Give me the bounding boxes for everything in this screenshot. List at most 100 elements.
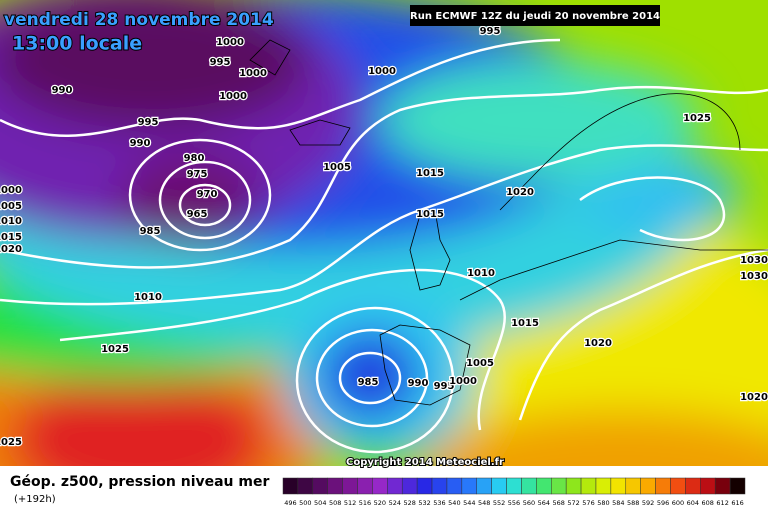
isobar-label: 995	[480, 26, 501, 37]
isobar-label: 1000	[449, 376, 477, 387]
isobar-label: 1015	[0, 232, 22, 243]
legend-title: Géop. z500, pression niveau mer	[10, 474, 269, 490]
scale-swatch	[446, 477, 463, 495]
isobar-label: 990	[130, 138, 151, 149]
isobar-label: 1000	[216, 37, 244, 48]
scale-swatch	[565, 477, 582, 495]
isobar-label: 1000	[239, 68, 267, 79]
scale-swatch	[416, 477, 433, 495]
scale-swatch	[655, 477, 671, 495]
scale-label: 576	[582, 499, 594, 507]
isobar-label: 1010	[134, 292, 162, 303]
scale-swatch	[357, 477, 373, 495]
scale-swatch	[700, 477, 716, 495]
scale-label: 612	[716, 499, 728, 507]
isobar-label: 995	[138, 117, 159, 128]
scale-swatch	[491, 477, 507, 495]
isobar-label: 995	[434, 381, 455, 392]
isobar-label: 1005	[466, 358, 494, 369]
scale-swatch	[401, 477, 418, 495]
scale-label: 544	[463, 499, 475, 507]
isobar-label: 995	[210, 57, 231, 68]
isobar-label: 1030	[740, 255, 768, 266]
scale-swatch	[610, 477, 627, 495]
isobar-label: 1020	[0, 244, 22, 255]
isobar-label: 1015	[416, 209, 444, 220]
isobar-label: 1030	[740, 271, 768, 282]
isobar-label: 1020	[584, 338, 612, 349]
scale-label: 540	[448, 499, 460, 507]
isobar-label: 1005	[0, 201, 22, 212]
scale-label: 608	[702, 499, 714, 507]
isobar-label: 1000	[219, 91, 247, 102]
scale-swatch	[625, 477, 641, 495]
scale-swatch	[640, 477, 656, 495]
scale-label: 536	[433, 499, 445, 507]
isobar-label: 1010	[0, 216, 22, 227]
run-info: Run ECMWF 12Z du jeudi 20 novembre 2014	[410, 11, 660, 22]
date-title: vendredi 28 novembre 2014	[4, 10, 274, 30]
scale-swatch	[521, 477, 537, 495]
isobar-label: 980	[184, 153, 205, 164]
isobar-label: 985	[140, 226, 161, 237]
isobar-label: 1015	[511, 318, 539, 329]
scale-swatch	[729, 477, 746, 495]
scale-label: 528	[403, 499, 415, 507]
scale-swatch	[312, 477, 328, 495]
scale-swatch	[714, 477, 731, 495]
scale-swatch	[595, 477, 612, 495]
scale-label: 572	[567, 499, 579, 507]
scale-label: 516	[359, 499, 371, 507]
isobar-label: 1025	[0, 437, 22, 448]
scale-label: 520	[374, 499, 386, 507]
scale-label: 500	[299, 499, 311, 507]
scale-swatch	[685, 477, 701, 495]
scale-label: 592	[642, 499, 654, 507]
isobar-label: 970	[197, 189, 218, 200]
scale-label: 496	[284, 499, 296, 507]
scale-label: 564	[538, 499, 550, 507]
color-scale: 496 500 504 508 512 516 520 524 528 532 536 540 544 5…	[282, 477, 746, 507]
isobar-label: 975	[187, 169, 208, 180]
scale-label: 600	[672, 499, 684, 507]
scale-label: 524	[389, 499, 401, 507]
isobar-labels: 9951000995100010001000990995990980975970…	[0, 25, 768, 450]
scale-swatch	[342, 477, 358, 495]
scale-label: 532	[418, 499, 430, 507]
isobar-label: 1015	[416, 168, 444, 179]
scale-swatch	[431, 477, 448, 495]
copyright: Copyright 2014 Meteociel.fr	[346, 457, 504, 468]
isobar-label: 990	[408, 378, 429, 389]
scale-label: 596	[657, 499, 669, 507]
isobar-label: 1005	[323, 162, 351, 173]
scale-label: 584	[612, 499, 624, 507]
legend-subtitle: (+192h)	[14, 494, 56, 505]
isobar-label: 965	[187, 209, 208, 220]
scale-swatch	[580, 477, 597, 495]
scale-label: 556	[508, 499, 520, 507]
scale-label: 552	[493, 499, 505, 507]
isobar-label: 1010	[467, 268, 495, 279]
scale-label: 508	[329, 499, 341, 507]
isobar-label: 1000	[368, 66, 396, 77]
scale-label: 604	[687, 499, 699, 507]
isobars	[0, 38, 768, 454]
run-box	[410, 5, 660, 26]
time-title: 13:00 locale	[12, 33, 142, 55]
scale-swatch	[372, 477, 388, 495]
scale-label: 616	[731, 499, 743, 507]
scale-swatch	[282, 477, 299, 495]
scale-label: 588	[627, 499, 639, 507]
scale-swatch	[327, 477, 343, 495]
scale-label: 580	[597, 499, 609, 507]
scale-label: 512	[344, 499, 356, 507]
isobar-label: 1000	[0, 185, 22, 196]
isobar-label: 990	[52, 85, 73, 96]
scale-swatch	[297, 477, 314, 495]
scale-label: 548	[478, 499, 490, 507]
scale-swatch	[461, 477, 477, 495]
isobar-label: 1020	[506, 187, 534, 198]
scale-swatch	[506, 477, 522, 495]
isobar-label: 1025	[683, 113, 711, 124]
